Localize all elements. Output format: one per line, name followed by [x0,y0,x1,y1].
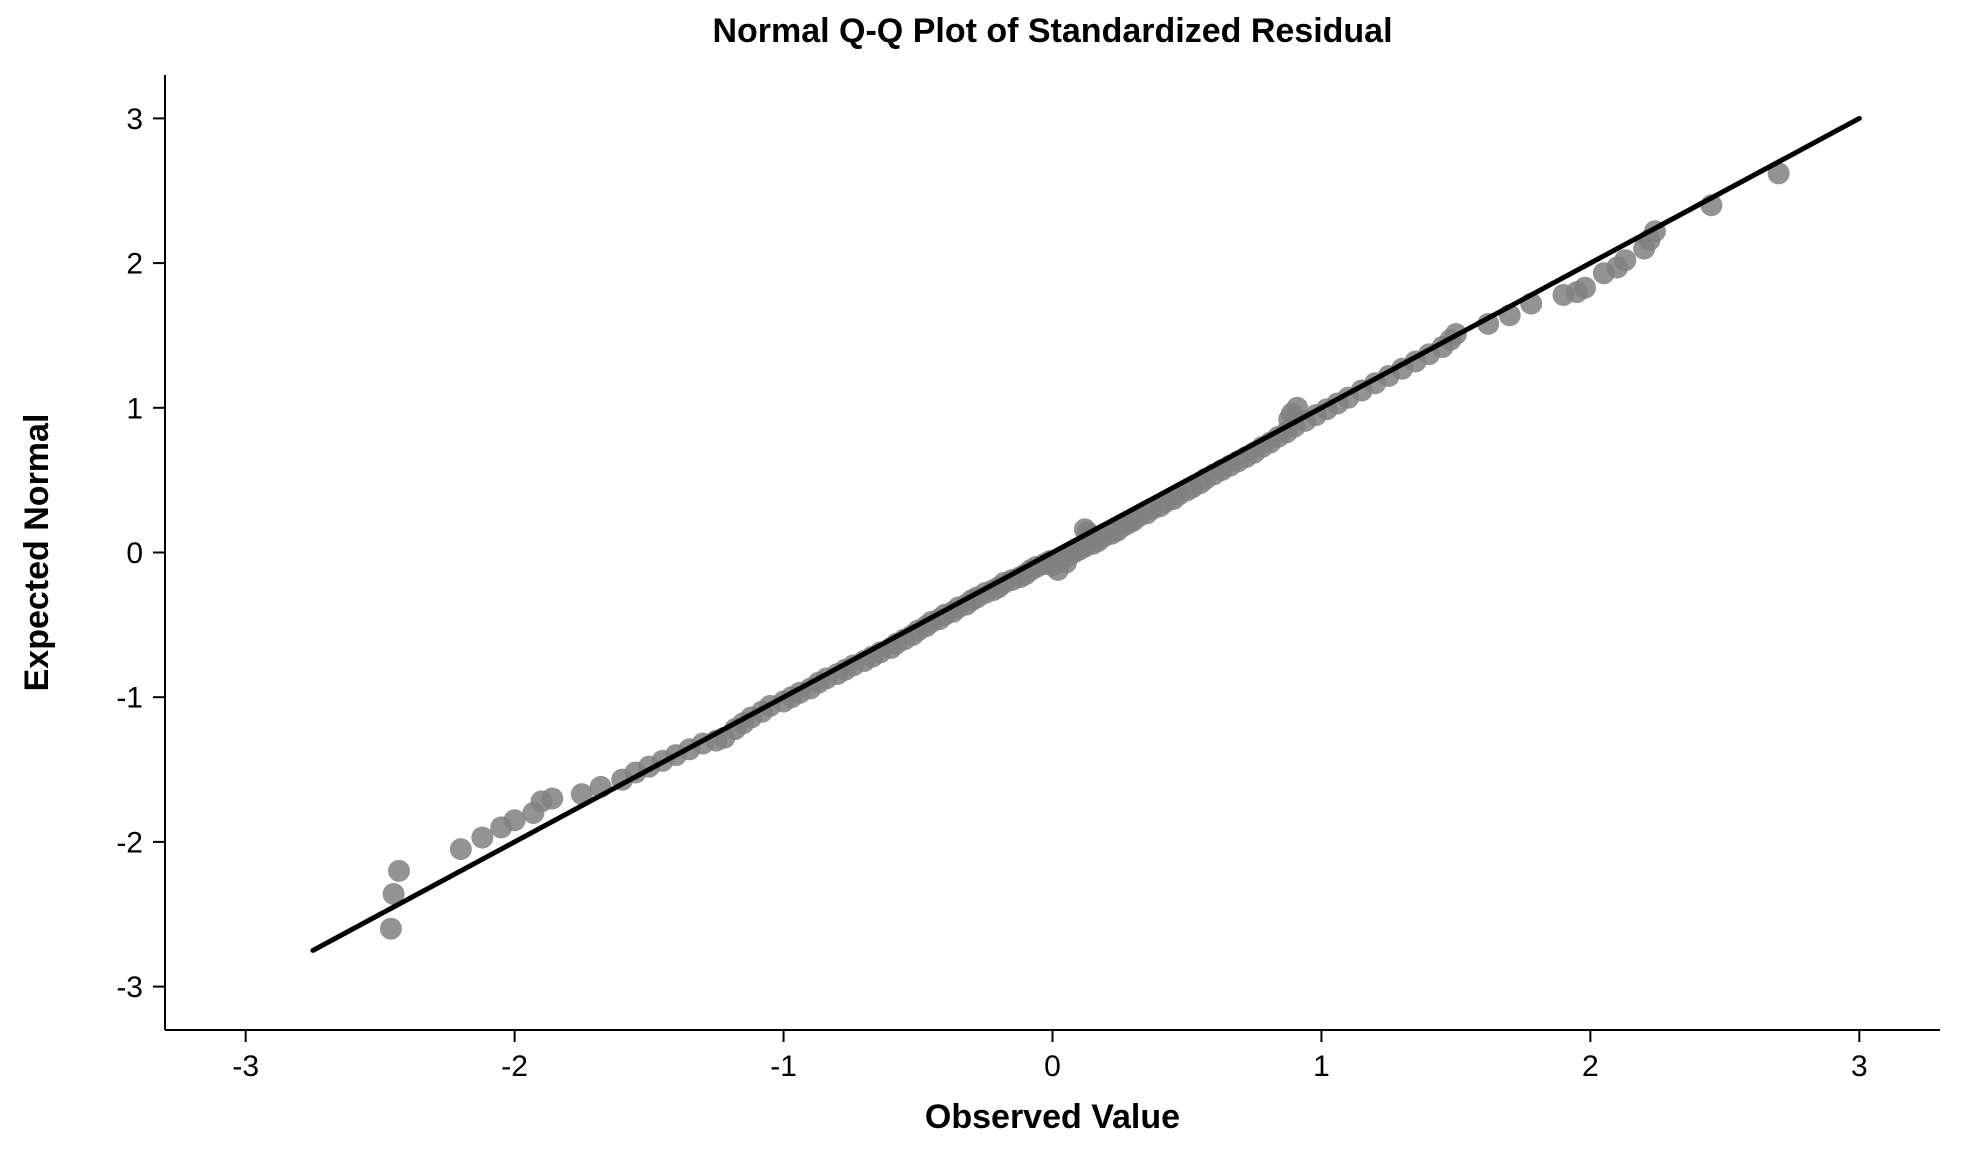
x-tick-label: 0 [1044,1050,1061,1083]
x-tick-label: 2 [1582,1050,1599,1083]
chart-title: Normal Q-Q Plot of Standardized Residual [712,12,1392,50]
y-tick-label: -2 [116,826,143,859]
data-point [471,827,493,849]
data-point [504,809,526,831]
data-point [541,787,563,809]
y-tick-label: 2 [126,248,143,281]
data-point [1614,249,1636,271]
qq-plot-container: Normal Q-Q Plot of Standardized Residual… [0,0,1980,1152]
x-tick-label: -3 [232,1050,259,1083]
y-tick-label: 1 [126,392,143,425]
data-point [1574,277,1596,299]
data-point [388,860,410,882]
y-tick-label: -1 [116,682,143,715]
x-axis-label: Observed Value [925,1098,1180,1136]
x-tick-label: 1 [1313,1050,1330,1083]
y-tick-label: -3 [116,971,143,1004]
y-tick-label: 0 [126,537,143,570]
y-tick-label: 3 [126,103,143,136]
y-axis-label: Expected Normal [18,414,56,692]
x-tick-label: 3 [1851,1050,1868,1083]
x-tick-label: -1 [770,1050,797,1083]
data-point [450,838,472,860]
data-point [380,918,402,940]
x-tick-label: -2 [501,1050,528,1083]
qq-plot-svg: Normal Q-Q Plot of Standardized Residual… [0,0,1980,1152]
